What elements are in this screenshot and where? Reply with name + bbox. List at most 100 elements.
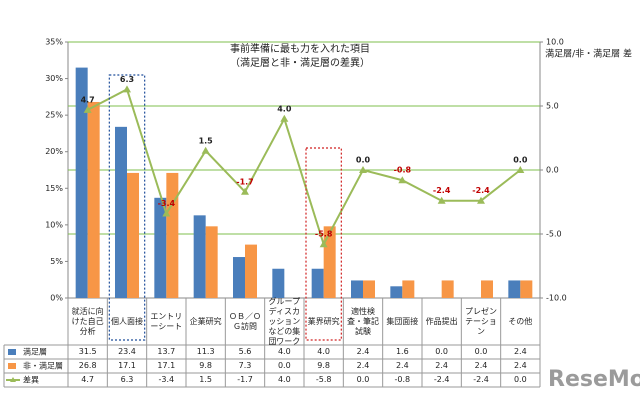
watermark: ReseMom (548, 367, 640, 392)
table-value: 13.7 (157, 347, 176, 356)
data-label: 0.0 (513, 156, 528, 165)
table-value: 2.4 (513, 361, 527, 370)
bar (87, 101, 100, 298)
table-value: 23.4 (118, 347, 136, 356)
table-value: -2.4 (473, 375, 489, 384)
x-tick-label: エントリーシート (150, 311, 183, 331)
bar (520, 280, 533, 298)
line-marker (280, 114, 289, 122)
bar (127, 172, 139, 298)
table-value: 0.0 (435, 347, 449, 356)
line-marker (83, 105, 92, 113)
x-tick-label: 個人面接 (110, 316, 143, 326)
bar (351, 280, 363, 298)
y-tick-label: 35% (45, 38, 63, 47)
table-value: 17.1 (157, 361, 176, 370)
x-tick-label: 業界研究 (307, 316, 340, 326)
table-value: 17.1 (118, 361, 136, 370)
table-value: 0.0 (474, 347, 488, 356)
legend-swatch (8, 363, 16, 369)
legend-label: 満足層 (23, 348, 47, 357)
x-tick-label: 作品提出 (425, 316, 458, 326)
y-tick-label: 30% (45, 74, 63, 83)
line-marker (162, 209, 171, 217)
table-value: 7.3 (238, 361, 252, 370)
y2-axis-title: 満足層/非・満足層 差 (545, 48, 632, 60)
line-marker (319, 240, 328, 248)
chart-subtitle: （満足層と非・満足層の差異） (230, 56, 370, 69)
line-marker (477, 196, 485, 204)
bar (154, 197, 167, 298)
y2-tick-label: 5.0 (546, 102, 559, 111)
table-value: 4.0 (277, 375, 291, 384)
y2-tick-label: -10.0 (546, 294, 567, 303)
data-label: 1.5 (199, 136, 214, 145)
data-label: -1.7 (236, 177, 254, 186)
legend-label: 差異 (23, 375, 39, 385)
bar (363, 280, 375, 298)
table-value: 6.3 (120, 375, 134, 384)
data-label: 6.3 (120, 75, 134, 84)
table-value: -3.4 (158, 375, 175, 384)
table-value: 11.3 (196, 347, 215, 356)
table-value: 9.8 (199, 361, 213, 370)
table-value: 0.0 (277, 361, 291, 370)
bar (402, 280, 415, 298)
table-value: 5.6 (238, 347, 252, 356)
bar (390, 286, 403, 298)
line-marker (437, 196, 446, 204)
table-value: 2.4 (395, 361, 409, 370)
bar (75, 67, 88, 298)
table-value: 2.4 (356, 347, 370, 356)
x-tick-label: グループディスカッションなどの集団ワーク (268, 296, 301, 346)
table-value: 31.5 (78, 347, 97, 356)
bar (115, 126, 127, 299)
x-tick-label: プレゼンテーション (464, 306, 497, 336)
x-tick-label: ＯＢ／ＯＧ訪問 (228, 311, 261, 331)
x-tick-label: その他 (508, 316, 533, 326)
highlight-box (108, 74, 146, 341)
bar (193, 215, 206, 298)
line-marker (359, 166, 367, 173)
bar (245, 244, 257, 298)
x-tick-label: 集団面接 (386, 316, 419, 326)
bar (481, 280, 493, 298)
bar (311, 268, 324, 298)
table-value: 2.4 (356, 361, 370, 370)
x-tick-label: 適性検査・筆記試験 (346, 306, 379, 336)
legend-swatch (8, 349, 16, 355)
y-tick-label: 10% (45, 220, 63, 229)
bar (508, 280, 521, 298)
table-value: 2.4 (435, 361, 449, 370)
highlight-box (305, 147, 342, 341)
bar (272, 268, 285, 298)
table-value: 1.6 (395, 347, 409, 356)
x-tick-label: 就活に向けた自己分析 (71, 306, 104, 336)
table-value: 2.4 (474, 361, 488, 370)
bar (323, 226, 336, 298)
line-marker (123, 85, 131, 93)
bar (205, 226, 218, 298)
legend-label: 非・満足層 (23, 361, 63, 371)
chart-title: 事前準備に最も力を入れた項目 (230, 42, 370, 55)
bar (166, 172, 179, 298)
line-marker (241, 187, 249, 195)
table-value: 9.8 (317, 361, 331, 370)
table-value: 4.0 (277, 347, 291, 356)
bar (441, 280, 454, 298)
y-tick-label: 0% (50, 294, 63, 303)
data-label: -2.4 (472, 186, 490, 195)
x-tick-label: 企業研究 (189, 316, 222, 326)
y-tick-label: 15% (45, 184, 63, 193)
data-label: -5.8 (315, 230, 333, 239)
line-marker (516, 166, 525, 173)
line (87, 87, 521, 247)
data-label: 0.0 (356, 156, 371, 165)
table-value: 0.0 (356, 375, 370, 384)
y-tick-label: 25% (45, 111, 63, 120)
bar (233, 257, 245, 298)
table-value: 26.8 (78, 361, 97, 370)
y2-tick-label: 10.0 (546, 38, 564, 47)
